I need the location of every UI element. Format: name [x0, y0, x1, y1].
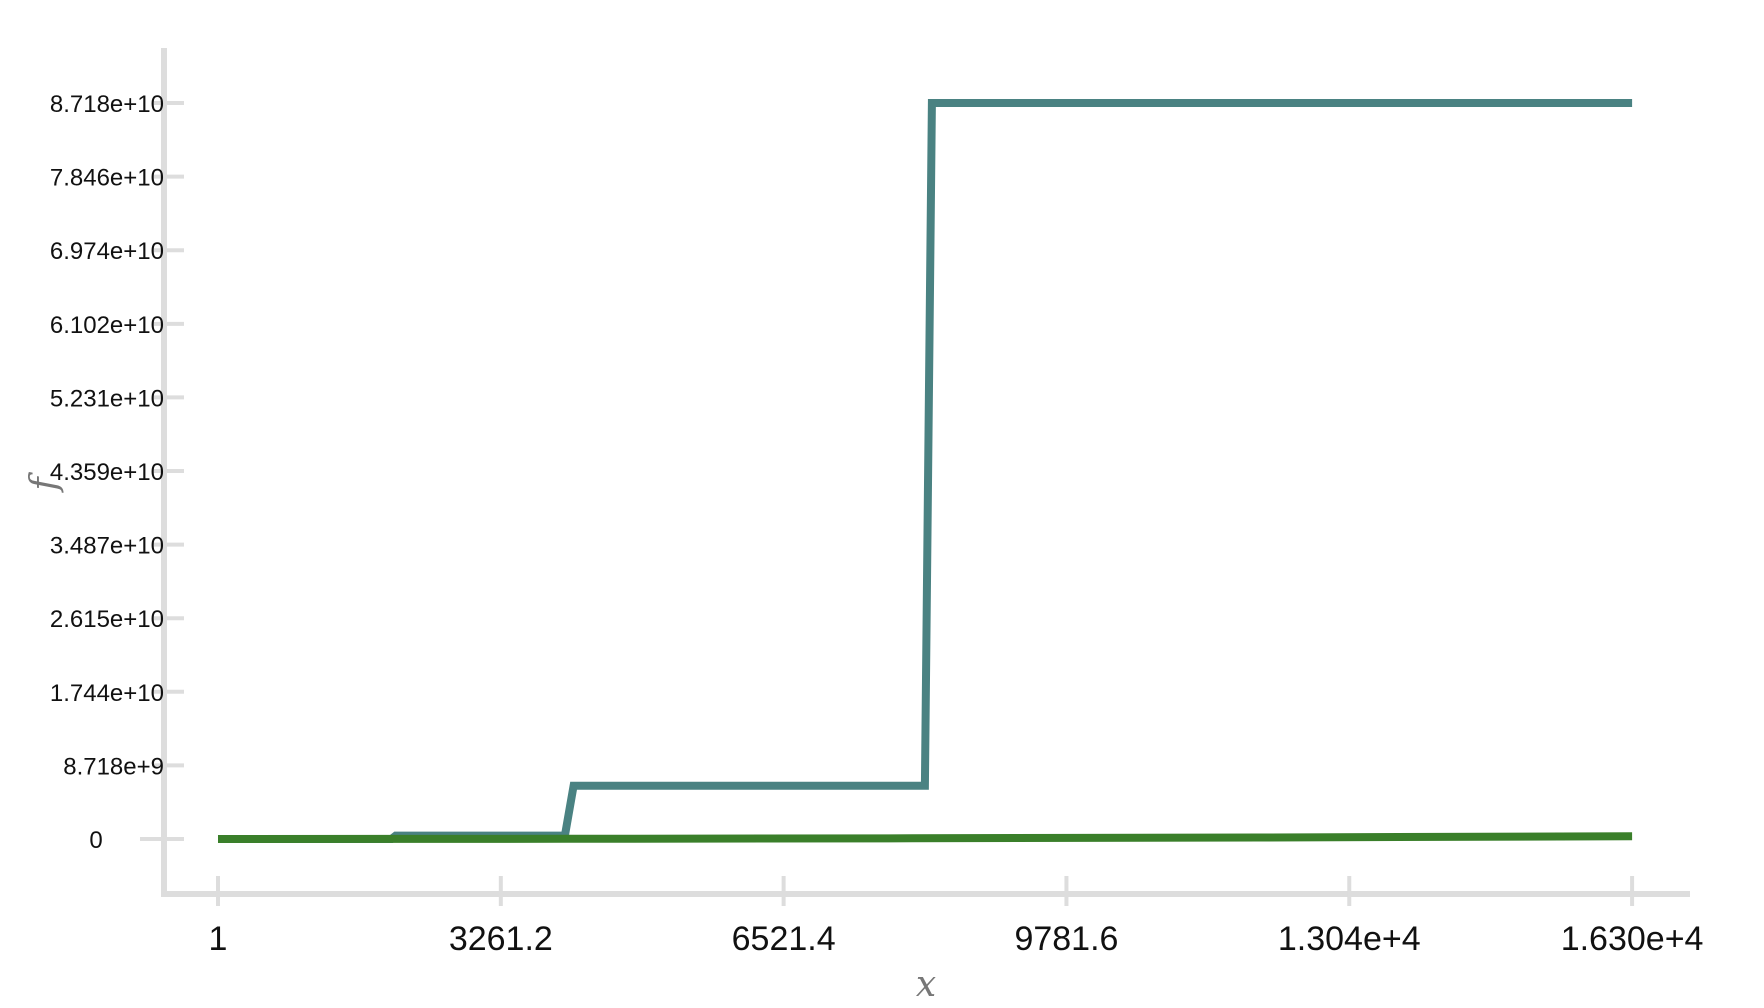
- y-tick-label: 4.359e+10: [50, 459, 164, 486]
- y-tick-label: 6.974e+10: [50, 238, 164, 265]
- x-tick-label: 1.630e+4: [1561, 920, 1704, 958]
- x-tick-label: 6521.4: [732, 920, 836, 958]
- y-tick-label: 6.102e+10: [50, 312, 164, 339]
- y-tick-label: 0: [89, 827, 102, 854]
- x-tick-label: 9781.6: [1014, 920, 1118, 958]
- axes: [140, 48, 1690, 906]
- y-tick-label: 2.615e+10: [50, 606, 164, 633]
- x-tick-label: 3261.2: [449, 920, 553, 958]
- series-line-2: [217, 832, 1633, 843]
- series-layer: [217, 99, 1633, 843]
- y-tick-label: 5.231e+10: [50, 385, 164, 412]
- y-tick-label: 8.718e+9: [63, 753, 164, 780]
- y-tick-label: 8.718e+10: [50, 91, 164, 118]
- x-tick-label: 1.304e+4: [1278, 920, 1421, 958]
- x-axis-title: x: [916, 964, 936, 1005]
- series-line-1: [218, 99, 1633, 843]
- y-tick-label: 3.487e+10: [50, 533, 164, 560]
- y-tick-label: 1.744e+10: [50, 680, 164, 707]
- y-tick-label: 7.846e+10: [50, 165, 164, 192]
- labels: 0 8.718e+9 1.744e+10 2.615e+10 3.487e+10 4.35…: [24, 91, 1703, 1005]
- x-tick-label: 1: [209, 920, 228, 958]
